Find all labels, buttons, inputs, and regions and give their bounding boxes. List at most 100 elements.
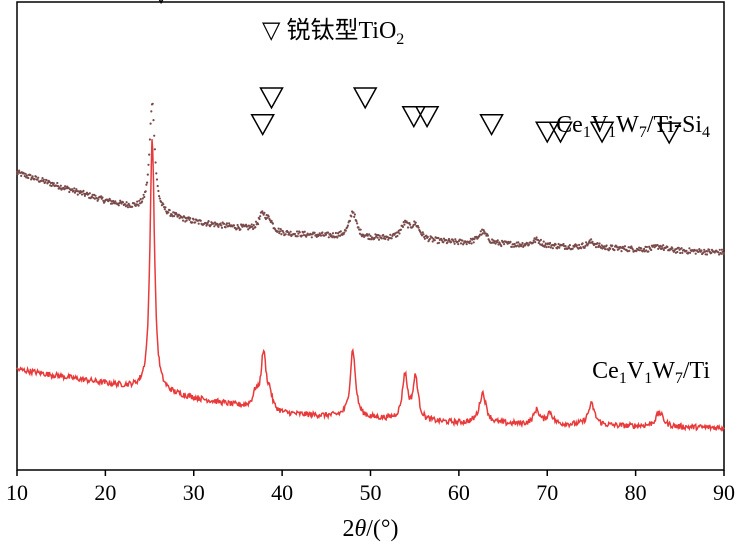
series-0-point — [465, 243, 468, 246]
series-0-point — [373, 236, 376, 240]
series-label-1: Ce1V1W7/Ti — [592, 358, 710, 387]
series-0-point — [73, 187, 76, 190]
series-0-point — [580, 247, 583, 250]
series-0-point — [542, 240, 545, 243]
series-0-point — [270, 219, 273, 222]
series-0-point — [133, 202, 136, 205]
series-0-point — [697, 250, 700, 253]
series-0-point — [90, 195, 93, 198]
series-0-point — [76, 193, 79, 196]
series-0-point — [640, 247, 643, 250]
series-0-point — [547, 245, 550, 248]
series-0-point — [85, 191, 89, 194]
series-0-point — [422, 233, 425, 236]
series-0-point — [136, 200, 139, 203]
series-0-point — [539, 238, 543, 241]
series-0-point — [101, 196, 104, 199]
series-0-point — [303, 230, 306, 233]
series-0-point — [247, 228, 250, 231]
peak-marker — [250, 113, 275, 137]
series-0-point — [708, 248, 711, 251]
series-0-point — [147, 163, 150, 166]
series-0-point — [45, 179, 48, 182]
series-0-point — [31, 175, 34, 178]
series-0-point — [573, 245, 576, 248]
series-0-point — [377, 238, 381, 241]
series-0-point — [158, 197, 161, 200]
series-0-point — [658, 246, 661, 249]
series-0-point — [267, 215, 270, 218]
series-0-point — [604, 248, 607, 251]
series-0-point — [148, 138, 151, 141]
series-0-point — [155, 172, 158, 175]
series-0-point — [131, 205, 134, 208]
series-0-point — [398, 232, 401, 235]
series-0-point — [717, 251, 720, 254]
series-0-point — [220, 226, 224, 229]
series-0-point — [330, 234, 333, 237]
series-0-point — [399, 228, 402, 231]
series-0-point — [23, 175, 26, 178]
series-0-point — [376, 236, 379, 239]
series-0-point — [35, 175, 38, 178]
series-0-point — [647, 250, 650, 253]
series-0-point — [155, 178, 159, 181]
series-0 — [15, 102, 726, 256]
series-0-point — [650, 248, 653, 252]
series-0-point — [252, 224, 255, 227]
series-0-point — [29, 174, 32, 177]
series-label-0: Ce1V1W7/Ti-Si4 — [556, 112, 710, 141]
series-0-point — [126, 206, 130, 209]
series-0-point — [591, 240, 594, 243]
series-0-point — [56, 185, 60, 188]
series-0-point — [59, 184, 62, 187]
series-0-point — [212, 222, 215, 225]
series-0-point — [705, 253, 709, 256]
series-0-point — [117, 204, 120, 207]
series-0-point — [300, 234, 303, 237]
series-0-point — [359, 228, 362, 231]
series-0-point — [662, 244, 665, 247]
series-0-point — [551, 247, 555, 250]
series-0-point — [438, 241, 441, 244]
series-0-point — [428, 237, 431, 241]
series-0-point — [207, 220, 210, 223]
series-0-point — [223, 222, 226, 225]
series-0-point — [153, 148, 156, 151]
series-0-point — [671, 247, 674, 250]
series-0-point — [653, 246, 656, 249]
series-0-point — [277, 227, 280, 230]
series-0-point — [382, 233, 385, 237]
series-0-point — [156, 184, 159, 188]
series-0-point — [380, 237, 383, 240]
series-0-point — [142, 193, 145, 196]
series-0-point — [461, 239, 464, 242]
series-0-point — [82, 189, 85, 192]
series-0-point — [139, 198, 142, 201]
series-0-point — [521, 241, 524, 245]
series-0-point — [396, 234, 399, 238]
peak-marker — [656, 122, 682, 145]
series-0-point — [30, 178, 33, 181]
peak-marker — [534, 121, 560, 144]
series-0-point — [41, 177, 44, 180]
x-tick-label: 60 — [448, 480, 470, 505]
series-0-point — [336, 236, 339, 239]
series-0-point — [635, 250, 638, 253]
series-0-point — [88, 192, 91, 195]
series-0-point — [685, 249, 688, 252]
series-0-point — [720, 252, 723, 255]
series-0-point — [20, 174, 23, 177]
series-0-point — [327, 231, 330, 234]
series-0-point — [339, 234, 342, 237]
series-0-point — [27, 176, 30, 180]
series-0-point — [578, 243, 581, 246]
x-tick-label: 20 — [94, 480, 116, 505]
series-0-point — [656, 243, 659, 247]
series-0-point — [378, 234, 381, 237]
series-0-point — [390, 237, 393, 240]
series-0-point — [532, 239, 535, 242]
series-0-point — [564, 245, 567, 248]
series-0-point — [630, 245, 633, 248]
